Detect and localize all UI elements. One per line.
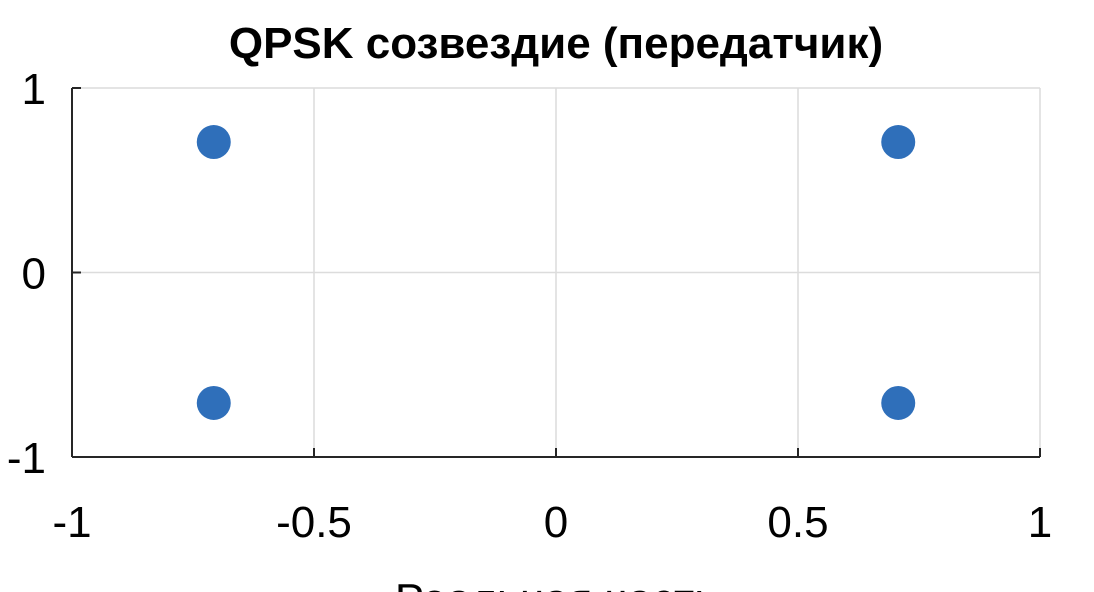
x-tick-label: -1	[52, 498, 91, 547]
y-tick-label: 0	[22, 250, 46, 299]
point	[196, 125, 231, 160]
y-tick-label: -1	[7, 434, 46, 483]
point	[196, 385, 231, 420]
x-tick-label: 0.5	[767, 498, 828, 547]
x-axis-label: Реальная часть	[395, 575, 717, 592]
x-tick-label: 0	[544, 498, 568, 547]
x-tick-label: -0.5	[276, 498, 352, 547]
point	[881, 125, 916, 160]
x-tick-label: 1	[1028, 498, 1052, 547]
point	[881, 385, 916, 420]
chart-title: QPSK созвездие (передатчик)	[229, 19, 883, 68]
y-tick-label: 1	[22, 65, 46, 114]
